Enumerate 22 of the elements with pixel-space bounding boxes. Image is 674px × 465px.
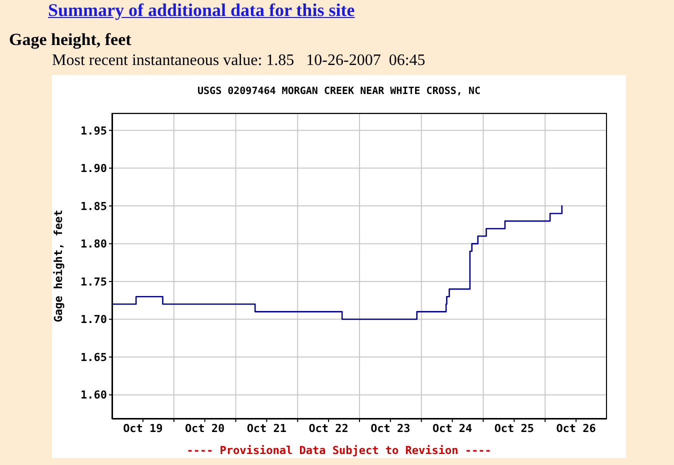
x-tick-label: Oct 26 — [556, 422, 596, 435]
text: Most recent instantaneous value: 1.85 10-26-2007 06:45 — [52, 52, 426, 70]
x-tick-label: Oct 19 — [123, 422, 163, 435]
x-tick-label: Oct 20 — [184, 422, 225, 435]
y-tick-label: 1.75 — [80, 275, 107, 288]
y-tick-label: 1.65 — [80, 350, 107, 364]
chart-title: USGS 02097464 MORGAN CREEK NEAR WHITE CROSS, NC — [196, 86, 482, 97]
y-tick-label: 1.95 — [80, 124, 107, 138]
text: Gage height, feet — [9, 30, 132, 50]
x-tick-label: Oct 24 — [432, 422, 473, 435]
text: ---- Provisional Data Subject to Revision ---- — [186, 444, 492, 457]
text: Summary of additional data for this site — [48, 0, 355, 21]
y-axis-title: Gage height, feet — [52, 210, 65, 322]
y-tick-label: 1.80 — [80, 238, 107, 251]
y-tick-label: 1.85 — [80, 200, 107, 213]
x-tick-label: Oct 23 — [370, 422, 410, 435]
y-tick-label: 1.90 — [80, 162, 107, 176]
x-tick-label: Oct 25 — [494, 422, 534, 435]
x-tick-label: Oct 21 — [246, 422, 287, 435]
y-tick-label: 1.70 — [80, 313, 107, 326]
x-tick-label: Oct 22 — [308, 422, 348, 435]
y-tick-label: 1.60 — [80, 388, 107, 402]
